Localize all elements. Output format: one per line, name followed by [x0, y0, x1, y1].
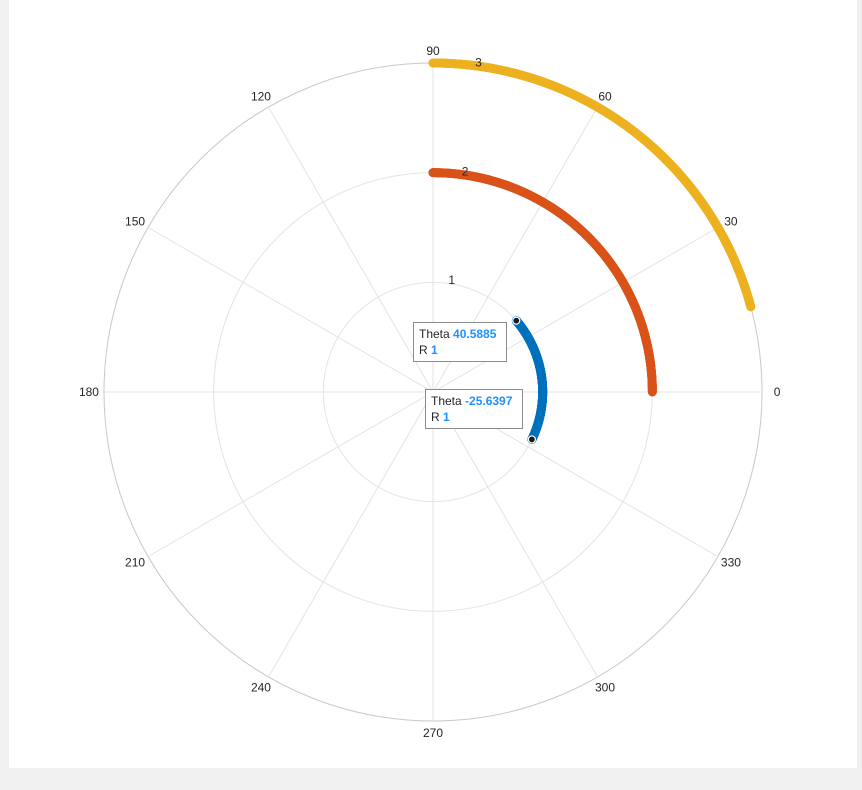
data-point — [446, 59, 456, 69]
theta-tick-label: 240 — [251, 680, 271, 694]
polar-grid-spoke — [268, 391, 434, 678]
data-point — [470, 172, 480, 182]
theta-tick-label: 300 — [595, 680, 615, 694]
data-point — [460, 170, 470, 180]
series-points — [428, 58, 756, 312]
theta-tick-label: 210 — [125, 556, 145, 570]
data-point — [463, 171, 473, 181]
data-point — [462, 60, 472, 70]
title-strip — [9, 0, 857, 8]
data-point — [475, 61, 485, 71]
data-point — [469, 61, 479, 71]
theta-tick-label: 180 — [79, 385, 99, 399]
datatip-theta-value: -25.6397 — [465, 394, 513, 408]
polar-grid-spoke — [268, 106, 434, 393]
data-point — [440, 168, 450, 178]
tick-labels: 0 30 60 90 120 150 180 210 240 270 300 330 1 2 3 — [79, 44, 781, 740]
data-point — [473, 172, 483, 182]
series-layer — [428, 58, 756, 444]
datatip-marker — [527, 435, 536, 444]
theta-tick-label: 90 — [426, 44, 440, 58]
polar-grid-spoke — [432, 391, 598, 678]
datatip[interactable]: Theta 40.5885 R 1 — [413, 322, 508, 362]
data-point — [491, 64, 501, 74]
datatip-markers — [512, 316, 536, 444]
data-point — [428, 58, 438, 68]
datatip-r-value: 1 — [431, 343, 438, 357]
polar-grid-spoke — [432, 227, 719, 393]
data-point — [455, 59, 465, 69]
theta-tick-label: 330 — [721, 556, 741, 570]
data-point — [446, 168, 456, 178]
data-point — [481, 62, 491, 72]
series-points — [428, 168, 657, 397]
datatip[interactable]: Theta -25.6397 R 1 — [425, 389, 524, 429]
data-point — [428, 168, 438, 178]
theta-tick-label: 30 — [724, 214, 738, 228]
data-point — [451, 169, 461, 179]
datatip-r-value: 1 — [443, 410, 450, 424]
theta-tick-label: 60 — [598, 90, 612, 104]
datatip-marker — [512, 316, 521, 325]
data-point — [495, 65, 505, 75]
datatip-r-label: R — [431, 410, 440, 424]
datatip-theta-label: Theta — [419, 327, 450, 341]
polar-grid-spoke — [147, 227, 434, 393]
data-point — [434, 168, 444, 178]
r-tick-label: 2 — [462, 164, 469, 178]
theta-tick-label: 150 — [125, 214, 145, 228]
datatip-theta-value: 40.5885 — [453, 327, 497, 341]
data-point — [486, 63, 496, 73]
theta-tick-label: 270 — [423, 726, 443, 740]
datatip-r-label: R — [419, 343, 428, 357]
polar-grid-spoke — [147, 391, 434, 557]
data-point — [437, 58, 447, 68]
theta-tick-label: 120 — [251, 90, 271, 104]
r-tick-label: 1 — [448, 273, 455, 287]
data-point — [467, 171, 477, 181]
r-tick-label: 3 — [475, 55, 482, 69]
datatip-theta-label: Theta — [431, 394, 462, 408]
theta-tick-label: 0 — [774, 385, 781, 399]
